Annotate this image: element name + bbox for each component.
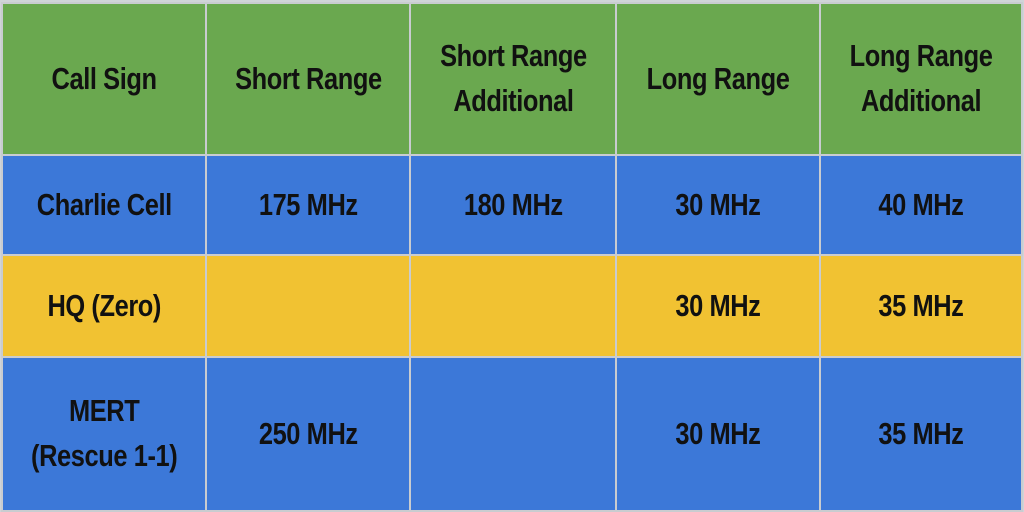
table-row: HQ (Zero) 30 MHz 35 MHz bbox=[1, 254, 1023, 358]
call-sign-cell: Charlie Cell bbox=[1, 154, 207, 256]
header-cell-long-range: Long Range bbox=[615, 2, 821, 156]
header-cell-short-range-additional: Short Range Additional bbox=[409, 2, 617, 156]
long-range-cell: 30 MHz bbox=[615, 154, 821, 256]
short-range-additional-cell bbox=[409, 356, 617, 512]
long-range-cell: 30 MHz bbox=[615, 356, 821, 512]
long-range-cell: 30 MHz bbox=[615, 254, 821, 358]
table-row: MERT (Rescue 1-1) 250 MHz 30 MHz 35 MHz bbox=[1, 356, 1023, 512]
header-row: Call Sign Short Range Short Range Additi… bbox=[1, 2, 1023, 156]
short-range-cell: 175 MHz bbox=[205, 154, 411, 256]
table-row: Charlie Cell 175 MHz 180 MHz 30 MHz 40 M… bbox=[1, 154, 1023, 256]
call-sign-cell: MERT (Rescue 1-1) bbox=[1, 356, 207, 512]
call-sign-cell: HQ (Zero) bbox=[1, 254, 207, 358]
long-range-additional-cell: 40 MHz bbox=[819, 154, 1023, 256]
short-range-additional-cell bbox=[409, 254, 617, 358]
header-cell-short-range: Short Range bbox=[205, 2, 411, 156]
header-cell-long-range-additional: Long Range Additional bbox=[819, 2, 1023, 156]
long-range-additional-cell: 35 MHz bbox=[819, 356, 1023, 512]
short-range-cell bbox=[205, 254, 411, 358]
short-range-cell: 250 MHz bbox=[205, 356, 411, 512]
header-cell-call-sign: Call Sign bbox=[1, 2, 207, 156]
short-range-additional-cell: 180 MHz bbox=[409, 154, 617, 256]
long-range-additional-cell: 35 MHz bbox=[819, 254, 1023, 358]
